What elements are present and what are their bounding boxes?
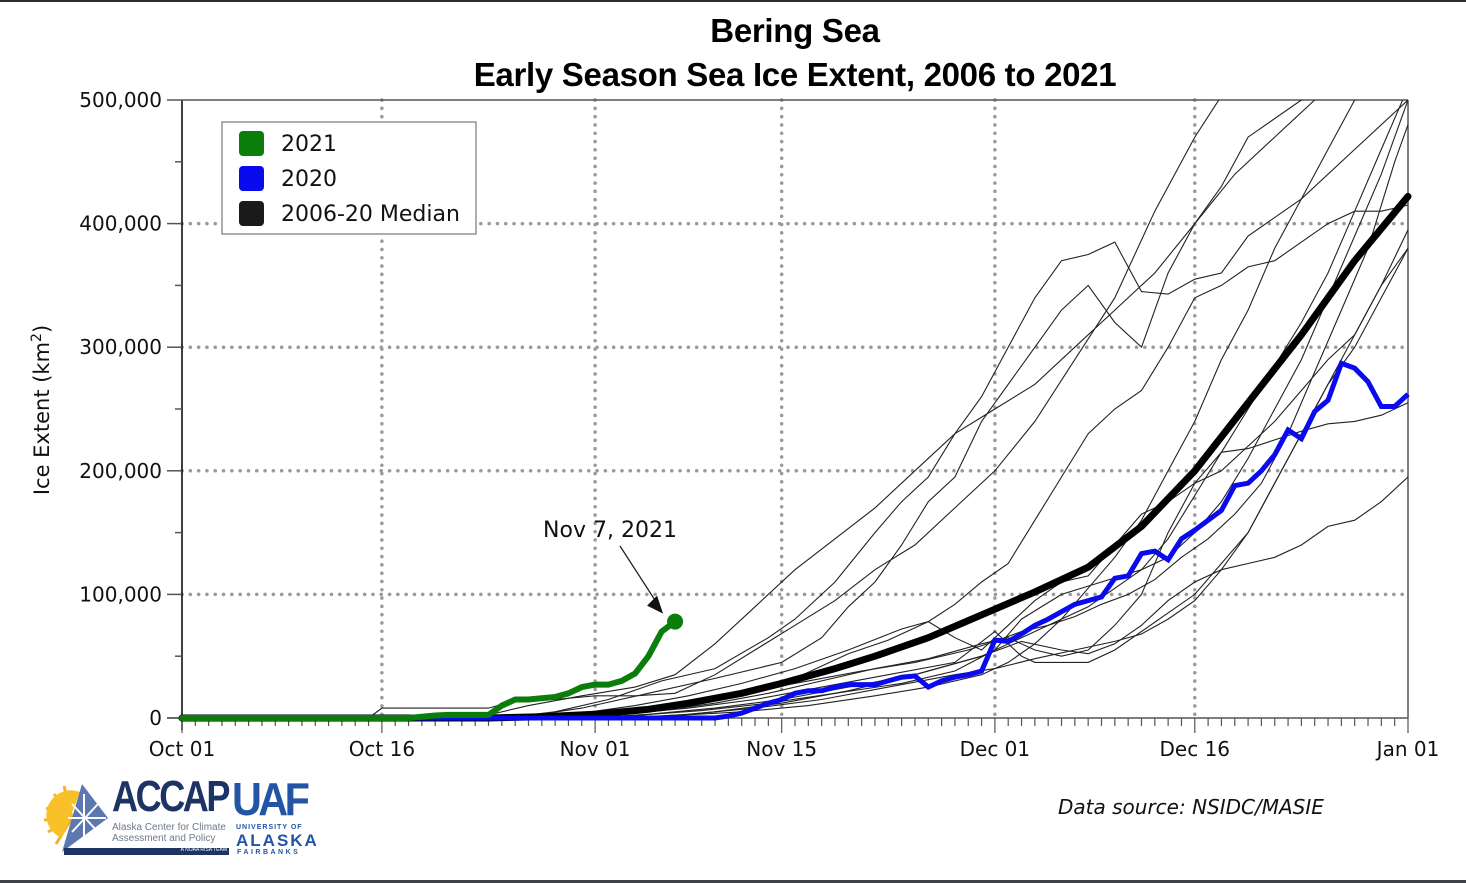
y-tick-label: 200,000 xyxy=(79,459,162,483)
legend-swatch xyxy=(239,131,264,156)
y-tick-label: 0 xyxy=(149,706,162,730)
series-line-year-f xyxy=(182,247,1408,718)
series-line-year-k xyxy=(182,476,1408,718)
legend-label: 2021 xyxy=(281,132,337,157)
accap-subtitle: Alaska Center for Climate Assessment and … xyxy=(112,822,226,844)
series-line-year-l xyxy=(182,100,1356,718)
series-line-year-j xyxy=(182,100,1408,718)
series-line-year-i xyxy=(182,248,1408,718)
x-tick-label: Jan 01 xyxy=(1375,737,1440,761)
series-line-2020 xyxy=(182,360,1410,721)
y-tick-label: 500,000 xyxy=(79,88,162,112)
x-tick-label: Nov 15 xyxy=(746,737,817,761)
y-tick-label: 100,000 xyxy=(79,582,162,606)
accap-wordmark: ACCAP xyxy=(112,772,230,821)
sun-snowflake-icon xyxy=(43,784,108,852)
legend-swatch xyxy=(239,201,264,226)
y-axis-title: Ice Extent (km2) xyxy=(29,325,54,495)
highlight-series xyxy=(178,192,1412,722)
grid xyxy=(180,98,1410,720)
individual-year-series xyxy=(182,100,1408,718)
legend-label: 2020 xyxy=(281,167,337,192)
legend-label: 2006-20 Median xyxy=(281,202,460,227)
legend-swatch xyxy=(239,166,264,191)
chart-title: Bering Sea xyxy=(710,12,880,49)
annotation-arrowhead xyxy=(647,595,664,614)
legend: 2021 2020 2006-20 Median xyxy=(221,121,477,235)
y-tick-label: 400,000 xyxy=(79,212,162,236)
series-line-median xyxy=(178,192,1412,722)
annotation: Nov 7, 2021 xyxy=(543,518,677,614)
series-2021-endpoint xyxy=(667,613,684,630)
annotation-label: Nov 7, 2021 xyxy=(543,518,677,543)
series-line-year-c xyxy=(182,100,1408,718)
uaf-alaska: ALASKA xyxy=(236,831,319,850)
uaf-wordmark: UAF xyxy=(232,773,310,825)
top-border xyxy=(0,0,1466,2)
series-line-year-a xyxy=(182,100,1220,718)
y-tick-label: 300,000 xyxy=(79,335,162,359)
series-line-year-d xyxy=(182,100,1408,718)
x-tick-label: Dec 16 xyxy=(1160,737,1231,761)
series-line-year-b xyxy=(182,100,1317,718)
data-source: Data source: NSIDC/MASIE xyxy=(1058,795,1324,819)
uaf-university-of: UNIVERSITY OF xyxy=(236,824,303,831)
accap-uaf-logo: ACCAP Alaska Center for Climate Assessmen… xyxy=(42,772,327,860)
x-tick-label: Oct 16 xyxy=(349,737,415,761)
series-line-year-m xyxy=(182,229,1408,718)
legend-box xyxy=(221,121,477,235)
x-tick-label: Nov 01 xyxy=(560,737,631,761)
series-line-year-n xyxy=(182,100,1404,718)
series-line-2021 xyxy=(179,618,679,721)
tick-labels: Oct 01 Oct 16 Nov 01 Nov 15 Dec 01 Dec 16 Jan … xyxy=(79,88,1439,761)
x-tick-label: Dec 01 xyxy=(960,737,1031,761)
series-line-year-h xyxy=(182,402,1408,718)
bottom-border xyxy=(0,880,1466,883)
chart-subtitle: Early Season Sea Ice Extent, 2006 to 202… xyxy=(473,56,1117,93)
uaf-fairbanks: FAIRBANKS xyxy=(237,849,301,856)
series-line-year-e xyxy=(182,204,1408,718)
x-tick-label: Oct 01 xyxy=(149,737,215,761)
accap-tag-bar: A NOAA RISA TEAM xyxy=(64,847,229,855)
